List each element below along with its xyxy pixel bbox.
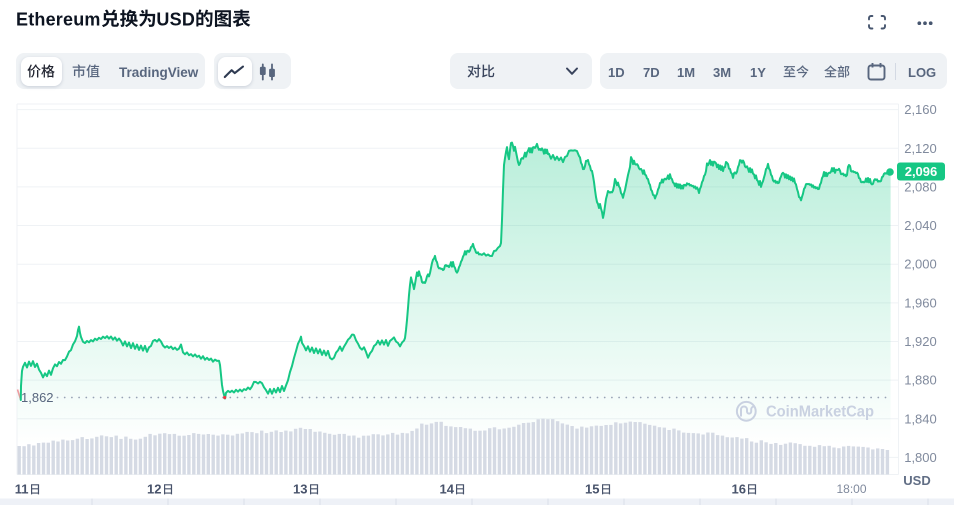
svg-text:2,040: 2,040 xyxy=(904,218,937,233)
svg-text:18:00: 18:00 xyxy=(836,482,866,496)
svg-text:1,920: 1,920 xyxy=(904,334,937,349)
svg-text:16: 16 xyxy=(732,482,746,497)
svg-text:CoinMarketCap: CoinMarketCap xyxy=(766,404,874,421)
svg-text:2,096: 2,096 xyxy=(905,164,938,179)
svg-text:2,080: 2,080 xyxy=(904,179,937,194)
svg-text:14: 14 xyxy=(440,482,455,497)
svg-text:USD: USD xyxy=(903,473,930,488)
svg-text:2,160: 2,160 xyxy=(904,102,937,117)
svg-text:2,000: 2,000 xyxy=(904,257,937,272)
svg-text:1,880: 1,880 xyxy=(904,373,937,388)
svg-text:1,862: 1,862 xyxy=(21,390,54,405)
svg-text:1,960: 1,960 xyxy=(904,295,937,310)
svg-text:13: 13 xyxy=(293,482,307,497)
svg-text:11: 11 xyxy=(15,482,29,497)
svg-text:1,800: 1,800 xyxy=(904,450,937,465)
svg-text:15: 15 xyxy=(585,482,599,497)
svg-text:12: 12 xyxy=(147,482,161,497)
svg-text:1,840: 1,840 xyxy=(904,411,937,426)
svg-text:2,120: 2,120 xyxy=(904,141,937,156)
